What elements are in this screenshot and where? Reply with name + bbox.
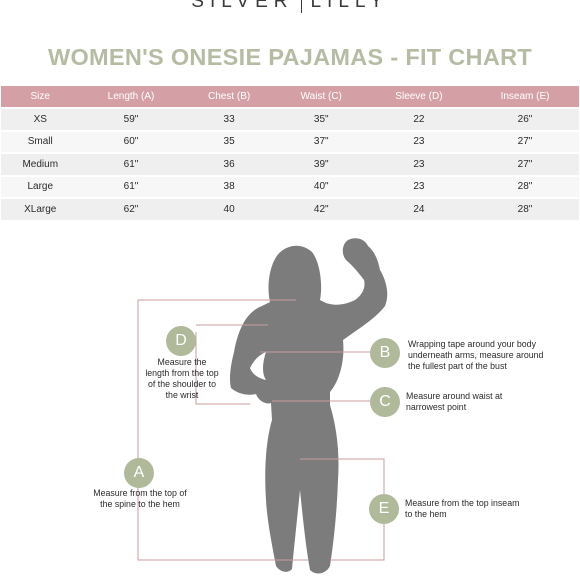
cell: 23 — [366, 129, 472, 153]
note-c: Measure around waist at narrowest point — [406, 391, 576, 413]
cell: 26" — [471, 107, 579, 131]
cell: 40" — [275, 174, 367, 198]
cell: 36 — [182, 152, 276, 176]
guide-lines — [137, 299, 385, 561]
note-e-line: to the hem — [405, 509, 447, 519]
marker-d: D — [166, 326, 196, 356]
cell: Large — [1, 174, 80, 198]
brand-left: SILVER — [191, 0, 294, 13]
cell: 22 — [366, 107, 472, 131]
cell: 27" — [471, 129, 579, 153]
cell: 62" — [79, 197, 183, 220]
brand-right: LILLY — [310, 0, 389, 13]
note-b-line: Wrapping tape around your body — [408, 339, 536, 349]
note-d-line: length from the top — [145, 368, 219, 378]
note-a: Measure from the top of the spine to the… — [60, 488, 220, 510]
table-row: Large 61" 38 40" 23 28" — [1, 174, 579, 198]
cell: 61" — [79, 152, 183, 176]
note-d-line: the wrist — [165, 390, 199, 400]
cell: 27" — [471, 152, 579, 176]
note-b-line: underneath arms, measure around — [408, 350, 544, 360]
note-e-line: Measure from the top inseam — [405, 498, 520, 508]
cell: 60" — [79, 129, 183, 153]
table-row: Small 60" 35 37" 23 27" — [1, 129, 579, 153]
table-row: Medium 61" 36 39" 23 27" — [1, 152, 579, 176]
cell: 24 — [366, 197, 472, 220]
note-b: Wrapping tape around your body underneat… — [408, 339, 578, 372]
marker-a: A — [124, 458, 154, 488]
cell: 35 — [182, 129, 276, 153]
table-row: XLarge 62" 40 42" 24 28" — [1, 197, 579, 220]
page-title: WOMEN'S ONESIE PAJAMAS - FIT CHART — [47, 44, 533, 70]
cell: 23 — [366, 174, 472, 198]
header-inseam: Inseam (E) — [471, 86, 579, 108]
header-size: Size — [1, 86, 80, 108]
note-c-line: narrowest point — [406, 402, 467, 412]
cell: Small — [1, 129, 80, 153]
marker-c: C — [370, 387, 400, 417]
cell: 23 — [366, 152, 472, 176]
header-length: Length (A) — [79, 86, 183, 108]
cell: 35" — [275, 107, 367, 131]
body-silhouette — [230, 238, 388, 574]
header-waist: Waist (C) — [275, 86, 367, 108]
header-chest: Chest (B) — [182, 86, 276, 108]
table-header-row: Size Length (A) Chest (B) Waist (C) Slee… — [1, 86, 579, 108]
note-d: Measure the length from the top of the s… — [126, 357, 238, 401]
brand-divider — [301, 0, 303, 13]
fit-chart-table: Size Length (A) Chest (B) Waist (C) Slee… — [1, 86, 579, 220]
cell: 38 — [182, 174, 276, 198]
header-sleeve: Sleeve (D) — [366, 86, 472, 108]
note-c-line: Measure around waist at — [406, 391, 503, 401]
cell: 28" — [471, 197, 579, 220]
cell: 61" — [79, 174, 183, 198]
cell: 28" — [471, 174, 579, 198]
cell: Medium — [1, 152, 80, 176]
note-a-line: Measure from the top of — [93, 488, 187, 498]
table-row: XS 59" 33 35" 22 26" — [1, 107, 579, 131]
note-d-line: Measure the — [157, 357, 207, 367]
cell: XLarge — [1, 197, 80, 220]
cell: 59" — [79, 107, 183, 131]
length-line-a — [137, 299, 308, 561]
cell: 42" — [275, 197, 367, 220]
brand-logo: SILVER LILLY — [0, 0, 580, 13]
sleeve-line-d — [195, 332, 250, 405]
cell: 33 — [182, 107, 276, 131]
marker-e: E — [369, 494, 399, 524]
note-e: Measure from the top inseam to the hem — [405, 498, 575, 520]
cell: 37" — [275, 129, 367, 153]
note-d-line: of the shoulder to — [148, 379, 216, 389]
cell: XS — [1, 107, 80, 131]
note-a-line: the spine to the hem — [100, 499, 180, 509]
cell: 39" — [275, 152, 367, 176]
cell: 40 — [182, 197, 276, 220]
marker-b: B — [370, 338, 400, 368]
note-b-line: the fullest part of the bust — [408, 361, 507, 371]
